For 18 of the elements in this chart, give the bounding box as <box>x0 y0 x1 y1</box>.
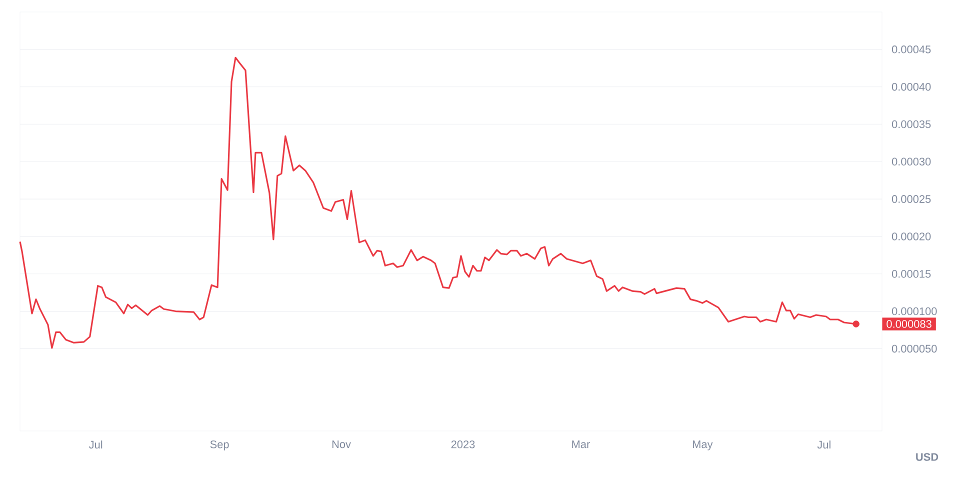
y-tick-label: 0.00015 <box>892 270 931 278</box>
y-tick-label: 0.000050 <box>892 344 937 353</box>
y-tick-label: 0.00020 <box>892 232 931 240</box>
annotation: 0.000083 <box>886 320 932 328</box>
x-tick-label: Sep <box>210 440 229 450</box>
x-tick-label: Jul <box>817 440 830 449</box>
x-tick-label: 2023 <box>451 440 475 448</box>
x-tick-label: Mar <box>572 440 590 448</box>
x-tick-label: May <box>692 440 713 450</box>
y-tick-label: 0.00040 <box>892 82 931 91</box>
y-tick-label: 0.000100 <box>892 307 937 316</box>
y-tick-label: 0.00045 <box>892 46 931 54</box>
y-tick-label: 0.00035 <box>892 120 931 128</box>
y-tick-label: 0.00025 <box>892 195 931 203</box>
x-tick-label: Nov <box>332 440 351 448</box>
y-axis-title: USD <box>916 453 938 461</box>
x-tick-label: Jul <box>89 440 102 449</box>
y-tick-label: 0.00030 <box>892 158 931 166</box>
